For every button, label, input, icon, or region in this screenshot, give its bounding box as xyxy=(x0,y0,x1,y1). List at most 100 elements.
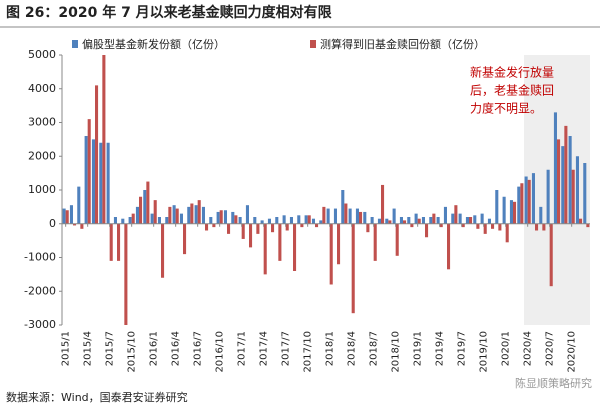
bar xyxy=(117,223,121,261)
legend-label: 测算得到旧基金赎回份额（亿份） xyxy=(320,37,485,51)
y-tick-label: 1000 xyxy=(28,183,56,196)
bar xyxy=(179,213,183,224)
bar xyxy=(143,190,147,224)
x-tick-label: 2018/1 xyxy=(325,331,336,366)
x-tick-label: 2016/1 xyxy=(149,331,160,366)
bar xyxy=(363,211,367,224)
bar xyxy=(381,184,385,224)
bar xyxy=(197,200,201,224)
bar xyxy=(205,223,209,231)
bar xyxy=(249,223,253,248)
bar xyxy=(187,206,191,224)
bar xyxy=(278,223,282,261)
bar xyxy=(194,205,198,224)
bar xyxy=(333,208,337,224)
bar xyxy=(527,179,531,224)
bar xyxy=(414,213,418,224)
x-tick-label: 2017/7 xyxy=(281,331,292,366)
bar xyxy=(337,223,341,265)
bar xyxy=(275,217,279,224)
bar xyxy=(549,223,553,287)
legend-label: 偏股型基金新发份额（亿份） xyxy=(82,37,225,51)
bar xyxy=(546,169,550,224)
bar xyxy=(571,169,575,224)
bar xyxy=(480,213,484,224)
bar xyxy=(190,203,194,224)
bar xyxy=(520,183,524,224)
y-tick-label: 2000 xyxy=(28,149,56,162)
bar xyxy=(80,223,84,229)
bar xyxy=(439,223,443,228)
bar xyxy=(498,223,502,231)
bar xyxy=(385,218,389,224)
x-tick-label: 2016/7 xyxy=(193,331,204,366)
y-tick-label: -1000 xyxy=(24,251,56,264)
bar xyxy=(491,223,495,229)
bar xyxy=(289,217,293,224)
bar xyxy=(99,142,103,224)
bar xyxy=(231,211,235,224)
bar xyxy=(121,218,125,224)
x-tick-label: 2015/7 xyxy=(105,331,116,366)
bar xyxy=(344,203,348,224)
bar xyxy=(403,220,407,224)
bar xyxy=(469,217,473,224)
x-tick-label: 2020/10 xyxy=(567,331,578,373)
bar xyxy=(366,223,370,233)
bar xyxy=(311,218,315,224)
bar xyxy=(183,223,187,255)
bar xyxy=(517,186,521,224)
bar xyxy=(535,223,539,231)
bar xyxy=(505,223,509,243)
bar xyxy=(223,210,227,224)
bar xyxy=(395,223,399,256)
bar xyxy=(175,208,179,224)
bar xyxy=(410,223,414,228)
bar xyxy=(473,215,477,224)
bar xyxy=(351,223,355,314)
x-tick-label: 2019/7 xyxy=(457,331,468,366)
bar xyxy=(579,218,583,224)
bar xyxy=(227,223,231,234)
bar xyxy=(495,190,499,224)
annotation: 后，老基金赎回 xyxy=(470,83,554,98)
bar xyxy=(91,139,95,224)
x-tick-label: 2017/10 xyxy=(303,331,314,373)
bar xyxy=(282,215,286,224)
bar xyxy=(454,205,458,224)
bar xyxy=(322,206,326,224)
bar xyxy=(245,205,249,224)
bar xyxy=(564,125,568,224)
bar xyxy=(509,200,513,224)
bar xyxy=(135,206,139,224)
bar xyxy=(524,176,528,224)
y-tick-label: 3000 xyxy=(28,116,56,129)
annotation: 新基金发行放量 xyxy=(470,65,554,80)
bar xyxy=(241,223,245,239)
bar xyxy=(300,223,304,228)
legend-swatch xyxy=(72,40,78,48)
x-tick-label: 2018/4 xyxy=(347,331,358,366)
bar xyxy=(62,208,66,224)
bar xyxy=(465,217,469,224)
bar xyxy=(95,85,99,224)
bar xyxy=(542,223,546,231)
bar xyxy=(553,112,557,224)
x-tick-label: 2017/4 xyxy=(259,331,270,366)
bar xyxy=(157,217,161,224)
bar xyxy=(483,223,487,234)
x-tick-label: 2020/4 xyxy=(523,331,534,366)
y-tick-label: 0 xyxy=(49,217,56,230)
bar xyxy=(557,139,561,224)
x-tick-label: 2018/7 xyxy=(369,331,380,366)
bar xyxy=(502,196,506,224)
x-tick-label: 2015/1 xyxy=(61,331,72,366)
bar xyxy=(436,217,440,224)
bar xyxy=(84,136,88,224)
bar xyxy=(425,223,429,238)
bar xyxy=(234,215,238,224)
bar xyxy=(161,223,165,278)
y-tick-label: -2000 xyxy=(24,284,56,297)
bar xyxy=(297,215,301,224)
